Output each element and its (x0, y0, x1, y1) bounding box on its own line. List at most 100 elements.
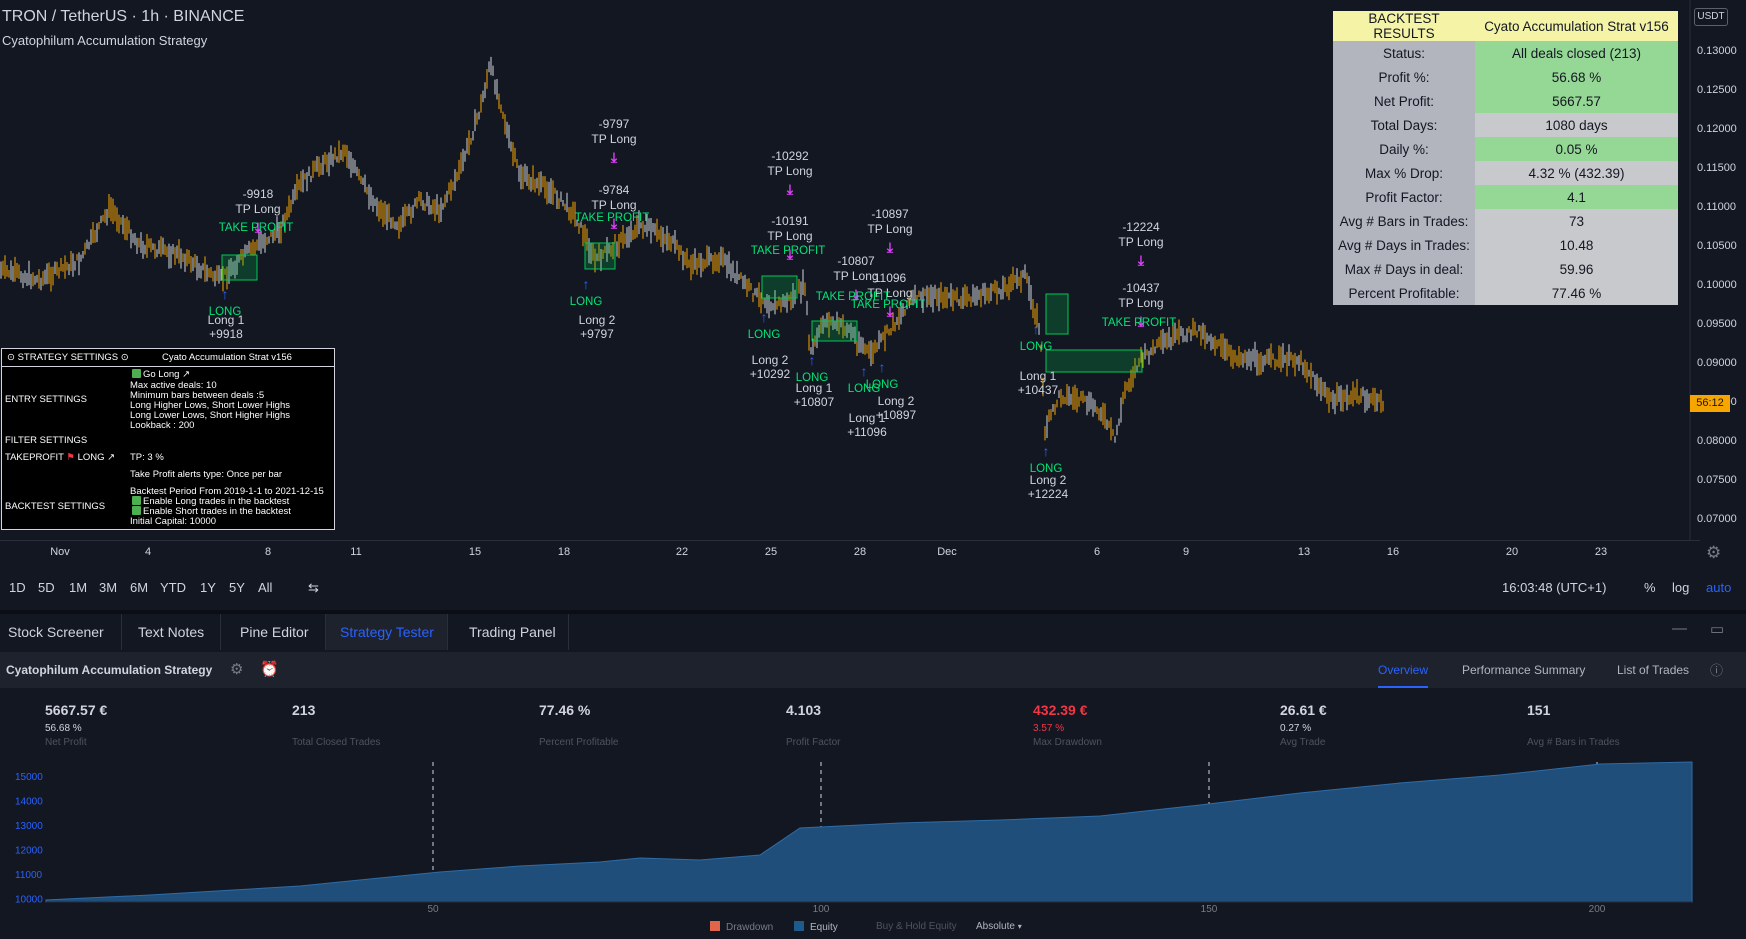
range-button-1y[interactable]: 1Y (200, 580, 216, 595)
checkbox-icon (132, 369, 141, 378)
currency-badge[interactable]: USDT (1694, 8, 1728, 26)
range-button-ytd[interactable]: YTD (160, 580, 186, 595)
tab-stock-screener[interactable]: Stock Screener ⌄ (0, 614, 122, 676)
filter-settings-label: FILTER SETTINGS (5, 435, 88, 446)
tab-trading-panel[interactable]: Trading Panel (461, 614, 569, 650)
go-long-label: Go Long ↗ (143, 369, 191, 380)
strategy-settings-gear-icon[interactable]: ⚙ (230, 661, 244, 678)
price-axis-label: 0.08000 (1697, 435, 1737, 447)
date-range-icon[interactable]: ⇆ (308, 580, 319, 595)
metric-card: 5667.57 € 56.68 % Net Profit (45, 702, 107, 748)
equity-y-tick: 11000 (15, 870, 43, 881)
legend-equity-label: Equity (810, 922, 838, 933)
metric-value: 213 (292, 702, 316, 718)
range-button-5y[interactable]: 5Y (229, 580, 245, 595)
accumulation-zone (761, 275, 798, 299)
take-profit-label: TAKE PROFIT (851, 299, 926, 311)
settings-strategy-name: Cyato Accumulation Strat v156 (162, 352, 292, 363)
equity-y-tick: 14000 (15, 797, 43, 808)
legend-equity[interactable]: Equity (794, 921, 838, 933)
backtest-row: Avg # Days in Trades: 10.48 (1333, 233, 1678, 257)
legend-drawdown-label: Drawdown (726, 922, 774, 933)
range-button-3m[interactable]: 3M (99, 580, 118, 595)
log-scale-toggle[interactable]: log (1672, 580, 1690, 595)
alert-clock-icon[interactable]: ⏰ (260, 661, 279, 678)
backtest-settings-label: BACKTEST SETTINGS (5, 501, 106, 512)
range-button-6m[interactable]: 6M (130, 580, 149, 595)
tab-list-of-trades[interactable]: List of Trades (1617, 663, 1690, 677)
metric-value: 151 (1527, 702, 1551, 718)
backtest-row-value: 73 (1475, 209, 1678, 233)
metric-value: 26.61 € (1280, 702, 1327, 718)
price-axis-label: 0.07500 (1697, 474, 1737, 486)
tp-marker-icon: ⤓ (254, 219, 262, 235)
time-axis-label: 16 (1386, 546, 1400, 558)
accumulation-zone (1045, 293, 1069, 335)
tab-pine-editor[interactable]: Pine Editor (232, 614, 326, 650)
price-axis-label: 0.13000 (1697, 45, 1737, 57)
settings-divider (2, 366, 334, 367)
tp-label-text: TP Long (591, 198, 636, 212)
price-chart-canvas[interactable]: 0.13000 0.12500 0.12000 0.11500 0.11000 0.105… (0, 0, 1746, 570)
minimize-panel-icon[interactable]: — (1672, 620, 1687, 637)
maximize-panel-icon[interactable]: ▭ (1710, 621, 1725, 638)
backtest-row-label: Total Days: (1333, 113, 1475, 137)
tp-label-number: 11096 (874, 271, 907, 285)
backtest-results-title: BACKTEST RESULTS (1333, 11, 1475, 41)
time-axis-label: 20 (1505, 546, 1519, 558)
percent-scale-toggle[interactable]: % (1644, 580, 1656, 595)
symbol-title[interactable]: TRON / TetherUS · 1h · BINANCE (2, 8, 245, 25)
metric-label: Net Profit (45, 737, 87, 748)
tab-strategy-tester[interactable]: Strategy Tester (326, 614, 448, 650)
time-axis-label: 6 (1093, 546, 1101, 558)
tab-label: Stock Screener (8, 624, 104, 640)
range-button-5d[interactable]: 5D (38, 580, 55, 595)
tp-marker-icon: ⤓ (786, 246, 794, 262)
metric-value: 432.39 € (1033, 702, 1088, 718)
equity-y-tick: 15000 (15, 772, 43, 783)
entry-label-name: Long 2 (752, 353, 789, 367)
backtest-row-value: 4.32 % (432.39) (1475, 161, 1678, 185)
backtest-row-value: 5667.57 (1475, 89, 1678, 113)
backtest-period: Backtest Period From 2019-1-1 to 2021-12… (130, 486, 324, 497)
equity-mode-select[interactable]: Absolute ▾ (976, 921, 1022, 932)
equity-chart[interactable]: 15000 14000 13000 12000 11000 10000 50 100 150 20… (0, 750, 1746, 939)
tab-performance-summary[interactable]: Performance Summary (1462, 663, 1586, 677)
metric-value: 77.46 % (539, 702, 591, 718)
tp-label-number: -9918 (243, 187, 274, 201)
help-icon[interactable]: ⓘ (1710, 663, 1724, 678)
strategy-legend-title[interactable]: Cyatophilum Accumulation Strategy (2, 33, 208, 48)
backtest-row-value: All deals closed (213) (1475, 41, 1678, 65)
tab-overview[interactable]: Overview (1378, 663, 1429, 677)
price-axis-label: 0.12000 (1697, 123, 1737, 135)
tp-label-number: -10191 (771, 214, 809, 228)
chart-settings-gear-icon[interactable]: ⚙ (1706, 543, 1722, 562)
time-axis-divider (0, 540, 1700, 541)
price-chart-pane[interactable]: 0.13000 0.12500 0.12000 0.11500 0.11000 0.105… (0, 0, 1746, 570)
price-axis-label: 0.09000 (1697, 357, 1737, 369)
tp-marker-icon: ⤓ (852, 286, 860, 302)
range-button-1m[interactable]: 1M (69, 580, 88, 595)
entry-label-number: +11096 (847, 425, 887, 439)
legend-drawdown[interactable]: Drawdown (710, 921, 773, 933)
tp-label-text: TP Long (767, 229, 812, 243)
strategy-settings-box: ⊙ STRATEGY SETTINGS ⊙ Cyato Accumulation… (1, 348, 335, 530)
range-button-all[interactable]: All (258, 580, 273, 595)
tab-text-notes[interactable]: Text Notes (130, 614, 221, 650)
equity-y-tick: 12000 (15, 846, 43, 857)
price-axis-label: 0.12500 (1697, 84, 1737, 96)
long-arrow-icon: ↑ (861, 363, 868, 379)
auto-scale-toggle[interactable]: auto (1706, 580, 1732, 595)
legend-buy-hold[interactable]: Buy & Hold Equity (876, 921, 957, 932)
backtest-row: Percent Profitable: 77.46 % (1333, 281, 1678, 305)
metric-label: Total Closed Trades (292, 737, 381, 748)
price-axis-label: 0.11000 (1697, 201, 1736, 213)
price-axis-label: 0.09500 (1697, 318, 1737, 330)
take-profit-label: TAKE PROFIT (219, 222, 294, 234)
metric-sub: 0.27 % (1280, 723, 1312, 734)
time-zone-clock[interactable]: 16:03:48 (UTC+1) (1502, 580, 1607, 595)
tp-alert-type: Take Profit alerts type: Once per bar (130, 469, 283, 480)
metric-sub: 3.57 % (1033, 723, 1065, 734)
range-button-1d[interactable]: 1D (9, 580, 26, 595)
long-label: LONG (796, 372, 829, 384)
